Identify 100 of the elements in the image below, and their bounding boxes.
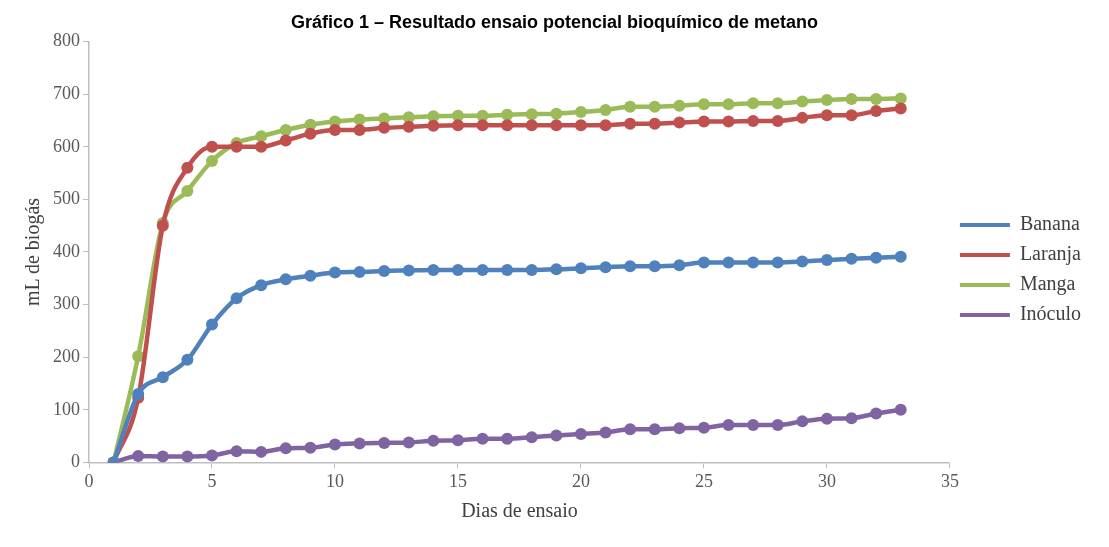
point	[451, 434, 464, 447]
point	[427, 119, 440, 132]
point	[624, 100, 637, 113]
point	[697, 98, 710, 111]
point	[599, 103, 612, 116]
point	[624, 260, 637, 273]
point	[771, 97, 784, 110]
point	[501, 119, 514, 132]
point	[255, 445, 268, 458]
point	[870, 407, 883, 420]
y-tick-label: 200	[53, 345, 80, 366]
point	[796, 415, 809, 428]
point	[673, 259, 686, 272]
point	[205, 155, 218, 167]
y-tick-label: 100	[53, 398, 80, 419]
point	[255, 279, 268, 292]
point	[181, 353, 194, 366]
y-tick-label: 700	[53, 82, 80, 103]
point	[845, 412, 858, 425]
point	[648, 100, 661, 113]
point	[279, 273, 292, 286]
point	[870, 251, 883, 264]
x-axis-title: Dias de ensaio	[461, 499, 578, 522]
point	[230, 445, 243, 458]
y-tick-label: 800	[53, 30, 80, 51]
point	[132, 450, 145, 463]
point	[697, 256, 710, 269]
y-tick-label: 600	[53, 135, 80, 156]
point	[574, 106, 587, 119]
point	[402, 436, 415, 449]
x-tick-label: 20	[571, 470, 590, 491]
point	[648, 117, 661, 130]
point	[870, 105, 883, 118]
point	[722, 115, 735, 128]
x-tick-label: 35	[940, 470, 959, 491]
point	[722, 419, 735, 432]
point	[328, 266, 341, 279]
point	[181, 450, 194, 463]
legend-label: Banana	[1019, 212, 1080, 235]
point	[796, 111, 809, 124]
point	[501, 108, 514, 121]
point	[722, 256, 735, 269]
point	[304, 269, 317, 282]
x-tick-label: 5	[207, 470, 217, 491]
point	[378, 264, 391, 277]
point	[501, 432, 514, 445]
point	[230, 292, 243, 305]
point	[525, 263, 538, 276]
point	[870, 92, 883, 105]
point	[525, 119, 538, 132]
point	[476, 432, 489, 445]
point	[205, 318, 218, 331]
point	[525, 108, 538, 121]
point	[279, 442, 292, 455]
point	[771, 256, 784, 269]
point	[550, 107, 563, 120]
point	[697, 421, 710, 434]
point	[156, 450, 169, 463]
point	[550, 263, 563, 276]
point	[747, 256, 760, 269]
point	[181, 184, 194, 197]
y-tick-label: 0	[71, 451, 80, 472]
point	[820, 109, 833, 122]
point	[599, 426, 612, 439]
point	[845, 252, 858, 265]
x-tick-label: 10	[325, 470, 344, 491]
point	[648, 423, 661, 436]
point	[451, 263, 464, 276]
point	[476, 119, 489, 132]
point	[550, 119, 563, 132]
point	[845, 109, 858, 122]
point	[894, 250, 907, 263]
point	[574, 428, 587, 440]
point	[624, 117, 637, 130]
point	[722, 98, 735, 111]
y-tick-label: 500	[53, 188, 80, 209]
legend-label: Laranja	[1019, 242, 1082, 266]
point	[427, 263, 440, 276]
x-tick-label: 25	[694, 470, 713, 491]
point	[820, 253, 833, 266]
point	[304, 441, 317, 454]
y-tick-label: 300	[53, 293, 80, 314]
point	[771, 419, 784, 432]
point	[747, 97, 760, 110]
point	[820, 412, 833, 425]
legend-label: Inóculo	[1019, 302, 1081, 325]
point	[402, 264, 415, 277]
y-axis-title: mL de biogás	[21, 197, 45, 307]
point	[894, 102, 907, 115]
x-tick-label: 30	[817, 470, 836, 491]
point	[378, 121, 391, 134]
point	[673, 116, 686, 129]
point	[624, 423, 637, 436]
point	[525, 431, 538, 444]
point	[255, 130, 268, 143]
point	[697, 115, 710, 128]
point	[747, 419, 760, 432]
point	[156, 371, 169, 384]
point	[796, 95, 809, 108]
point	[599, 119, 612, 132]
